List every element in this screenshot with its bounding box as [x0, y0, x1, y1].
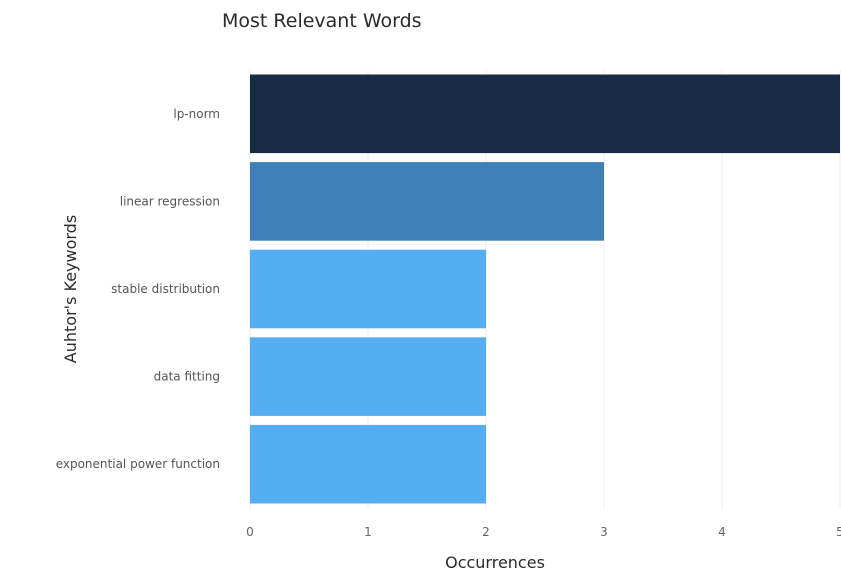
y-tick-label-stable-distribution: stable distribution [111, 282, 220, 296]
y-tick-label-exponential-power-function: exponential power function [56, 457, 220, 471]
x-axis-title: Occurrences [445, 553, 545, 572]
y-tick-label-linear-regression: linear regression [120, 194, 220, 208]
x-tick-label-4: 4 [718, 525, 726, 539]
y-tick-label-lp-norm: lp-norm [173, 107, 220, 121]
y-tick-label-data-fitting: data fitting [154, 370, 220, 384]
bar-data-fitting [250, 337, 486, 416]
bar-lp-norm [250, 74, 840, 154]
bar-linear-regression [250, 162, 604, 241]
chart-title: Most Relevant Words [222, 10, 422, 32]
x-tick-label-3: 3 [600, 525, 608, 539]
x-tick-label-2: 2 [482, 525, 490, 539]
x-tick-label-0: 0 [246, 525, 254, 539]
bar-exponential-power-function [250, 424, 486, 504]
x-tick-label-5: 5 [836, 525, 841, 539]
y-axis-title: Auhtor's Keywords [61, 215, 80, 363]
bar-stable-distribution [250, 249, 486, 329]
x-tick-label-1: 1 [364, 525, 372, 539]
